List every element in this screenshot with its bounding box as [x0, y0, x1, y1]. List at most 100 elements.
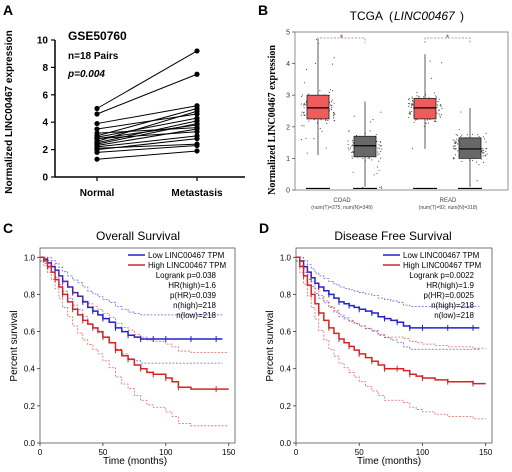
jitter-point [303, 103, 305, 105]
jitter-point [380, 150, 382, 152]
jitter-point [351, 157, 353, 159]
jitter-point [305, 69, 307, 71]
jitter-point [430, 77, 432, 79]
panel-b-title-open: ( [389, 9, 393, 23]
jitter-point [466, 134, 468, 136]
jitter-point [482, 147, 484, 149]
jitter-point [375, 133, 377, 135]
jitter-point [320, 119, 322, 121]
y-tick-label: 0.0 [280, 439, 292, 448]
metastasis-point [194, 148, 200, 154]
jitter-point [331, 105, 333, 107]
panel-a-xtick-metastasis: Metastasis [171, 188, 223, 199]
jitter-point [381, 148, 383, 150]
sig-bracket [317, 37, 366, 43]
y-tick-label: 2 [42, 145, 48, 156]
jitter-point [477, 134, 479, 136]
y-tick-label: 0.2 [280, 402, 292, 411]
panel-c-letter: C [3, 220, 13, 236]
y-tick-label: 0.4 [280, 365, 292, 374]
normal-point [94, 105, 100, 112]
jitter-point [303, 104, 305, 106]
jitter-point [423, 125, 425, 128]
jitter-point [332, 115, 334, 117]
panel-d-stat-logrank: Logrank p=0.0022 [409, 271, 474, 280]
jitter-point [352, 150, 354, 152]
jitter-point [331, 107, 333, 109]
pair-line [96, 50, 198, 109]
jitter-point [452, 157, 454, 159]
metastasis-point [194, 108, 200, 114]
jitter-point [433, 92, 435, 94]
jitter-point [439, 116, 442, 118]
jitter-point [485, 141, 487, 143]
jitter-point [483, 136, 485, 138]
normal-point [94, 120, 100, 127]
panel-a: A Normalized LINC00467 expression 0 2 4 6 8 1… [0, 0, 250, 210]
jitter-point [408, 103, 410, 105]
jitter-point [315, 62, 317, 64]
jitter-point [355, 135, 358, 137]
jitter-point [377, 151, 379, 153]
jitter-point [427, 119, 429, 121]
jitter-point [485, 150, 487, 152]
metastasis-point [194, 136, 200, 142]
jitter-point [330, 108, 332, 110]
x-tick-label: 0 [38, 448, 43, 457]
x-tick-label: 50 [355, 448, 364, 457]
jitter-point [379, 141, 381, 143]
jitter-point [484, 138, 486, 140]
jitter-point [319, 128, 321, 130]
panel-a-letter: A [3, 2, 13, 18]
jitter-point [472, 159, 474, 162]
jitter-point [378, 160, 380, 162]
panel-a-chart: A Normalized LINC00467 expression 0 2 4 6 8 1… [3, 2, 245, 199]
pair-line [96, 73, 198, 115]
plot-frame [294, 31, 509, 191]
jitter-point [369, 130, 371, 132]
y-tick-label: 0.0 [24, 439, 36, 448]
panel-c-xlabel: Time (months) [103, 456, 167, 467]
jitter-point [482, 161, 484, 163]
metastasis-point [194, 48, 200, 54]
sig-star: * [446, 33, 450, 43]
jitter-point [377, 147, 379, 149]
jitter-point [376, 166, 378, 168]
jitter-point [454, 154, 456, 156]
jitter-point [454, 145, 456, 147]
jitter-point [408, 112, 410, 114]
jitter-point [303, 82, 305, 84]
pair-line [96, 117, 198, 138]
jitter-point [440, 103, 442, 105]
jitter-point [327, 119, 329, 122]
jitter-point [441, 114, 443, 116]
jitter-point [455, 134, 457, 136]
panel-a-n-text: n=18 Pairs [68, 51, 119, 62]
y-tick-label: 3 [286, 93, 290, 100]
jitter-point [352, 144, 354, 146]
panel-b-group-coad: COAD [333, 198, 351, 204]
jitter-point [370, 121, 372, 123]
jitter-point [436, 112, 438, 114]
jitter-point [436, 106, 438, 108]
panel-d-letter: D [259, 220, 269, 236]
jitter-point [371, 159, 373, 161]
panel-a-dataset-title: GSE50760 [68, 29, 127, 43]
jitter-point [348, 130, 350, 132]
metastasis-point [194, 142, 200, 149]
jitter-point [441, 62, 443, 64]
jitter-point [484, 154, 486, 156]
jitter-point [372, 119, 374, 121]
jitter-point [456, 134, 458, 136]
jitter-point [330, 104, 332, 106]
x-tick-label: 100 [159, 448, 173, 457]
jitter-point [461, 134, 463, 136]
panel-c-legend-low: Low LINC00467 TPM [148, 251, 225, 260]
panel-b-group-read: READ [440, 198, 457, 204]
jitter-point [333, 111, 335, 113]
jitter-point [408, 99, 410, 101]
panel-a-p-text: p=0.004 [67, 69, 105, 80]
jitter-point [376, 172, 378, 175]
panel-a-xtick-normal: Normal [80, 188, 115, 199]
y-tick-label: 6 [42, 90, 48, 101]
